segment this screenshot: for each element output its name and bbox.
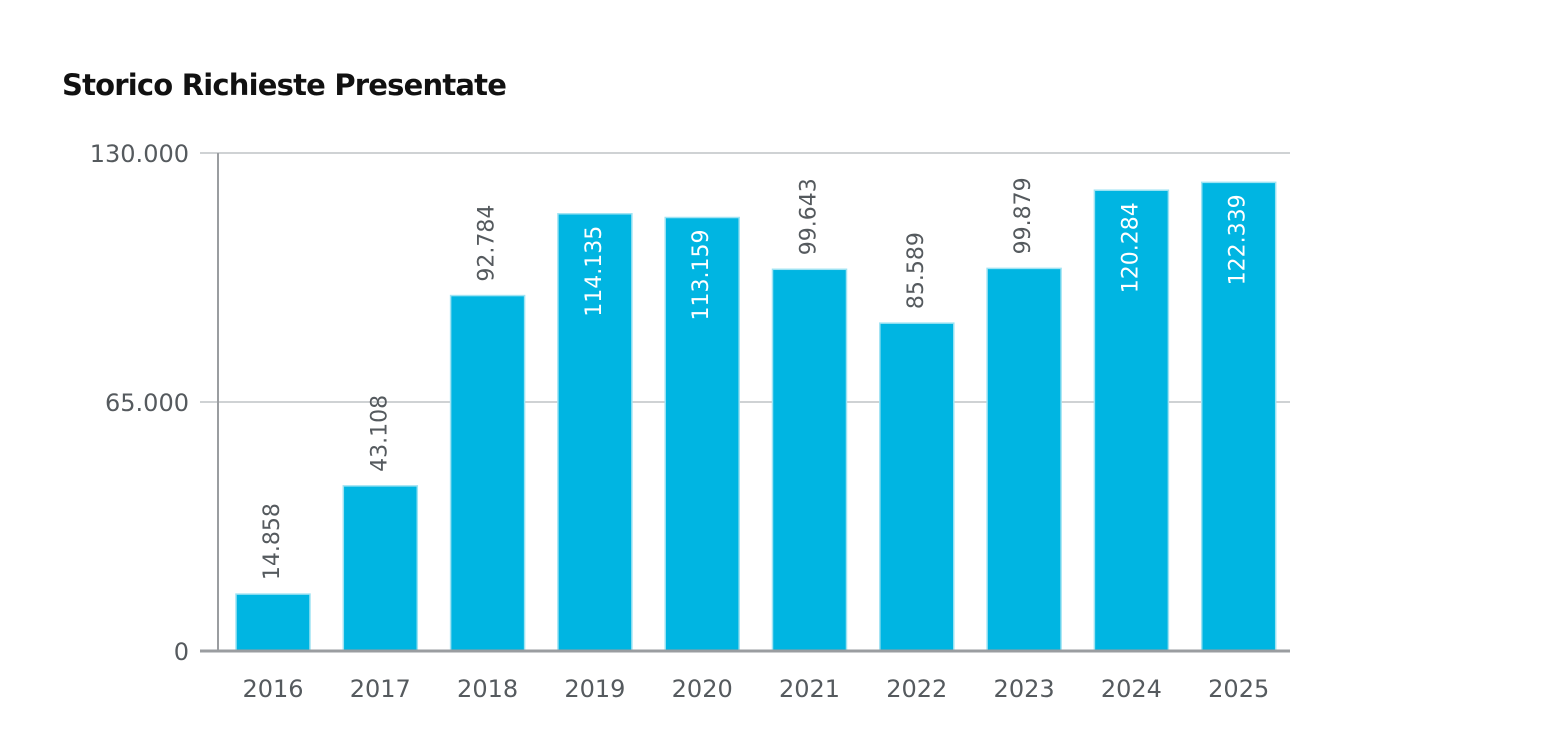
- y-tick-label: 130.000: [90, 140, 189, 168]
- x-tick-label: 2017: [350, 675, 411, 703]
- bars-layer: [235, 181, 1277, 652]
- labels-layer: 0 65.000 130.000 2016 2017 2018 2019 2020 2021 20…: [90, 140, 1269, 703]
- bar: [986, 267, 1062, 652]
- bar: [1200, 181, 1277, 652]
- bar-value-label: 114.135: [582, 226, 607, 317]
- chart-title: Storico Richieste Presentate: [62, 68, 507, 102]
- bar-value-label: 99.879: [1011, 177, 1036, 254]
- x-tick-label: 2018: [457, 675, 518, 703]
- x-tick-label: 2021: [779, 675, 840, 703]
- x-tick-label: 2023: [994, 675, 1055, 703]
- x-tick-label: 2025: [1208, 675, 1269, 703]
- bar-value-label: 99.643: [797, 178, 822, 255]
- bar-value-label: 92.784: [475, 205, 500, 282]
- bar: [879, 322, 955, 652]
- y-tick-label: 0: [174, 638, 189, 666]
- bar: [771, 268, 848, 652]
- bar-value-label: 43.108: [367, 395, 392, 472]
- bar-value-label: 120.284: [1118, 202, 1143, 293]
- bar-value-label: 85.589: [904, 232, 929, 309]
- x-tick-label: 2020: [672, 675, 733, 703]
- bar: [342, 485, 419, 652]
- bar-value-label: 122.339: [1226, 194, 1251, 285]
- x-tick-label: 2016: [242, 675, 303, 703]
- bar-value-label: 113.159: [689, 230, 714, 321]
- bar: [235, 593, 311, 652]
- bar-value-label: 14.858: [260, 503, 285, 580]
- axis-layer: [200, 153, 1290, 653]
- y-tick-label: 65.000: [105, 389, 189, 417]
- x-tick-label: 2019: [564, 675, 625, 703]
- bar: [449, 294, 526, 652]
- x-tick-label: 2024: [1101, 675, 1162, 703]
- bar: [557, 213, 633, 652]
- bar: [664, 216, 740, 652]
- x-tick-label: 2022: [886, 675, 947, 703]
